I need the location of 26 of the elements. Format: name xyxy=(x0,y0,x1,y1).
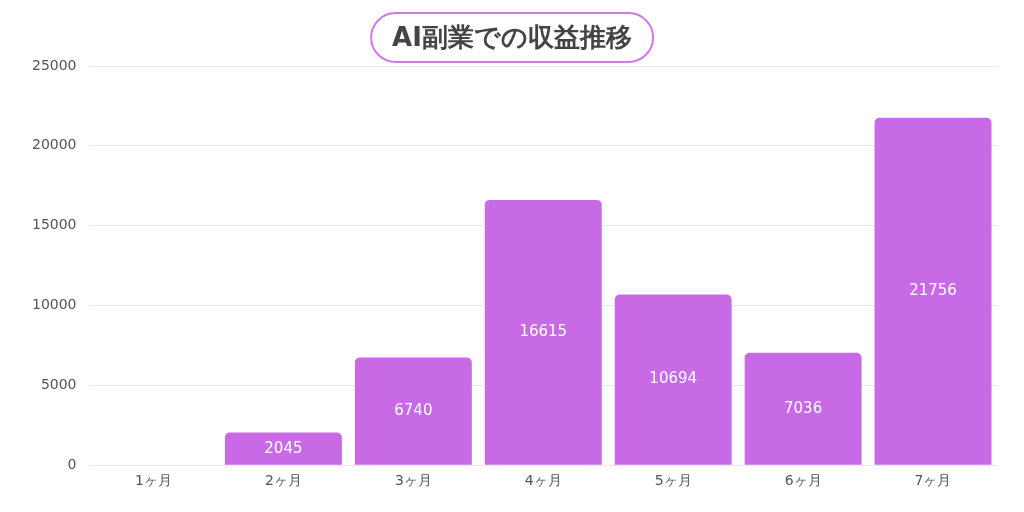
data-label: 10694 xyxy=(649,369,698,388)
bar xyxy=(224,432,342,465)
bar xyxy=(354,357,472,465)
x-tick-label: 4ヶ月 xyxy=(524,472,562,489)
data-label: 21756 xyxy=(909,281,957,300)
bar xyxy=(874,117,992,465)
x-tick-label: 2ヶ月 xyxy=(264,472,302,489)
x-tick-label: 6ヶ月 xyxy=(784,472,822,489)
data-label: 6740 xyxy=(394,401,433,420)
x-tick-label: 5ヶ月 xyxy=(654,472,692,489)
y-tick-label: 10000 xyxy=(31,296,77,313)
y-tick-label: 5000 xyxy=(40,376,77,392)
y-tick-label: 0 xyxy=(67,455,77,472)
chart-title: AI副業での収益推移 xyxy=(370,12,654,63)
x-tick-label: 7ヶ月 xyxy=(914,472,952,489)
y-tick-label: 25000 xyxy=(31,56,77,73)
x-tick-label: 3ヶ月 xyxy=(394,472,432,489)
bar xyxy=(744,352,862,465)
bar xyxy=(484,199,602,465)
data-label: 2045 xyxy=(264,438,303,457)
y-tick-label: 20000 xyxy=(31,136,77,153)
y-tick-label: 15000 xyxy=(31,216,77,233)
x-tick-label: 1ヶ月 xyxy=(135,472,172,489)
bar xyxy=(614,294,732,465)
data-label: 16615 xyxy=(519,322,568,341)
data-label: 7036 xyxy=(784,398,823,417)
